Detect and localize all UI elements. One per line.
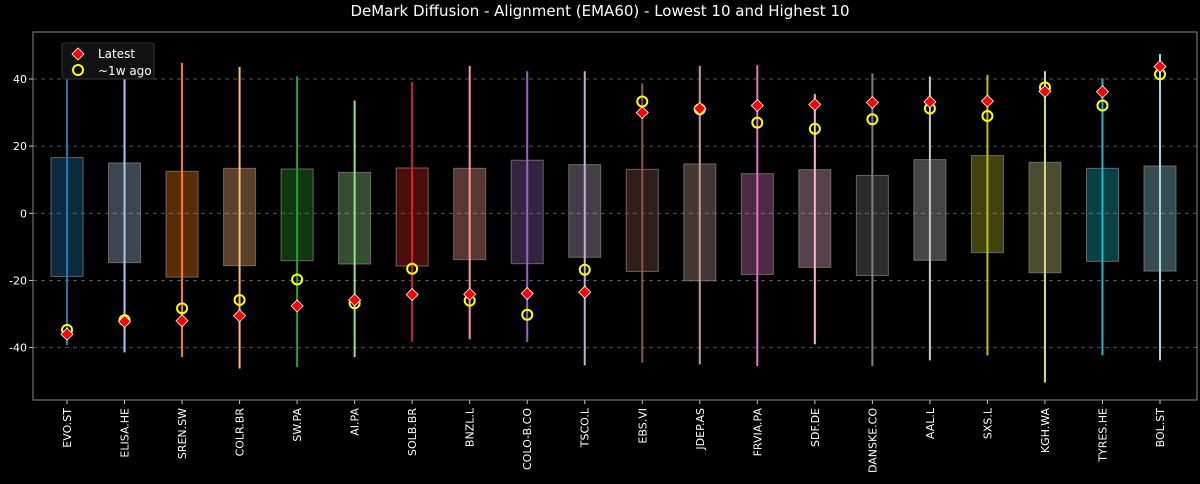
latest-marker — [693, 101, 707, 116]
latest-marker — [348, 293, 362, 307]
y-tick-label: 40 — [13, 73, 27, 86]
week-ago-marker — [981, 109, 994, 122]
latest-marker — [1153, 60, 1167, 74]
x-tick-label: AI.PA — [349, 408, 362, 436]
week-ago-marker — [233, 293, 246, 306]
latest-marker — [405, 288, 419, 302]
latest-marker — [117, 314, 132, 328]
latest-marker — [865, 95, 879, 110]
latest-marker — [290, 299, 304, 313]
latest-marker — [520, 286, 534, 301]
latest-marker — [60, 327, 74, 341]
week-ago-marker — [521, 308, 534, 321]
latest-marker — [578, 285, 592, 299]
legend-latest-marker — [71, 47, 85, 61]
legend-week-ago-marker — [72, 64, 84, 76]
x-tick-label: TSCO.L — [579, 407, 592, 448]
x-tick-label: EBS.VI — [636, 408, 649, 444]
x-tick-label: ELISA.HE — [119, 408, 132, 458]
legend-week-ago-label: ~1w ago — [98, 64, 152, 78]
x-tick-label: COLR.BR — [234, 408, 247, 457]
y-tick-label: -40 — [9, 342, 27, 355]
x-tick-label: AAL.L — [924, 407, 937, 439]
latest-marker — [463, 287, 477, 301]
y-tick-label: 20 — [13, 140, 27, 153]
x-tick-label: SDF.DE — [809, 408, 822, 447]
y-tick-label: 0 — [20, 207, 27, 220]
plot-frame — [32, 31, 1198, 401]
grid — [33, 78, 1197, 349]
latest-marker — [175, 314, 189, 328]
latest-marker — [923, 95, 937, 109]
x-tick-label: BNZL.L — [464, 407, 477, 447]
latest-marker — [233, 309, 247, 323]
chart-title: DeMark Diffusion - Alignment (EMA60) - L… — [350, 2, 849, 20]
week-ago-marker — [406, 262, 419, 275]
x-tick-label: SXS.L — [981, 407, 994, 439]
x-axis: EVO.ST ELISA.HE SREN.SW COLR.BR SW.PA AI.PA SO… — [61, 400, 1167, 473]
week-ago-marker — [578, 263, 591, 276]
y-axis: -40 -20 0 20 40 — [9, 73, 33, 355]
week-ago-marker — [808, 122, 821, 135]
x-tick-label: SOLB.BR — [406, 408, 419, 456]
x-tick-label: JDEP.AS — [694, 408, 707, 451]
x-tick-label: BOL.ST — [1154, 408, 1167, 448]
x-tick-label: TYRES.HE — [1096, 408, 1109, 463]
latest-marker — [750, 98, 764, 113]
x-tick-label: KGH.WA — [1039, 408, 1052, 454]
week-ago-marker — [1096, 99, 1109, 112]
x-tick-label: DANSKE.CO — [866, 408, 879, 473]
legend-box — [61, 42, 155, 80]
latest-marker — [980, 94, 994, 108]
latest-marker — [1095, 85, 1110, 99]
week-ago-marker — [866, 113, 879, 126]
marks — [50, 48, 1177, 383]
x-tick-label: COLO-B.CO — [521, 408, 534, 470]
latest-marker — [1038, 84, 1052, 98]
legend-latest-label: Latest — [98, 47, 135, 61]
legend: Latest ~1w ago — [61, 42, 155, 80]
x-tick-label: SREN.SW — [176, 408, 189, 459]
latest-marker — [635, 106, 649, 120]
week-ago-marker — [751, 116, 764, 129]
week-ago-marker — [291, 273, 304, 286]
latest-marker — [808, 97, 822, 112]
x-tick-label: FRVIA.PA — [751, 408, 764, 457]
x-tick-label: EVO.ST — [61, 408, 74, 448]
y-tick-label: -20 — [9, 274, 27, 287]
week-ago-marker — [176, 302, 189, 315]
x-tick-label: SW.PA — [291, 408, 304, 442]
